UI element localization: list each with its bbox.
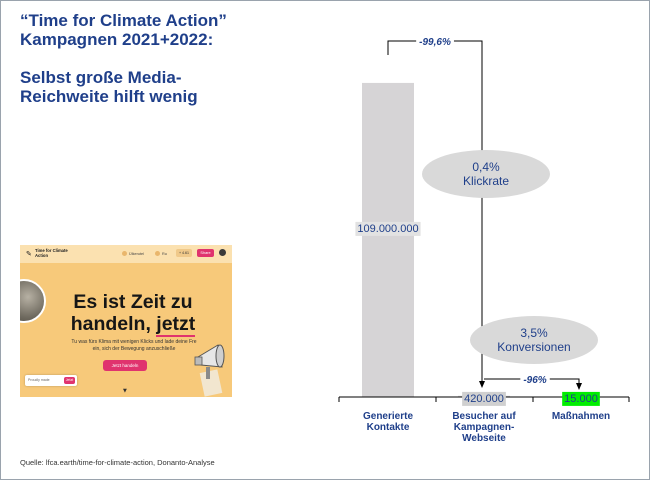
category-label-0-0: Generierte <box>363 411 413 422</box>
website-cta-button: Jetzt handeln <box>103 360 147 371</box>
value-label-1: 420.000 <box>464 393 504 405</box>
slide-title: “Time for Climate Action” Kampagnen 2021… <box>20 11 340 106</box>
subtitle-line-2: Reichweite hilft wenig <box>20 87 198 106</box>
rate-bubble-0 <box>422 150 550 198</box>
value-label-bg-0 <box>355 221 421 236</box>
rate-bubble-text-0-1: Klickrate <box>463 174 509 188</box>
website-headline: Es ist Zeit zu handeln, jetzt <box>48 291 218 337</box>
website-made-badge: Proudly made Jetzt <box>25 375 77 386</box>
category-label-1-2: Webseite <box>462 433 506 444</box>
website-share-button: Share <box>197 249 214 257</box>
value-label-bg-2 <box>562 391 600 406</box>
website-headline-line-1: Es ist Zeit zu <box>73 291 193 313</box>
drop-label-1: -96% <box>523 375 546 386</box>
title-line-1: “Time for Climate Action” <box>20 11 227 30</box>
website-badge-text: Proudly made <box>28 378 50 382</box>
website-subtext-line-2: ein, sich der Bewegung anzuschließe <box>92 346 176 352</box>
website-logo: Time for Climate Action <box>35 248 68 258</box>
rate-bubble-text-1-1: Konversionen <box>497 340 570 354</box>
rate-bubble-text-0-0: 0,4% <box>472 160 500 174</box>
source-note: Quelle: lfca.earth/time-for-climate-acti… <box>20 458 215 467</box>
website-nav-item: Ülkerutel <box>122 251 144 256</box>
category-label-1-1: Kampagnen- <box>454 422 515 433</box>
website-subtext-line-1: Tu was fürs Klima mit wenigen Klicks und… <box>71 339 197 345</box>
website-nav-bar: ✎ Time for Climate Action Ülkerutel Ru +… <box>20 245 232 263</box>
leaf-icon: ✎ <box>26 250 32 258</box>
website-nav-chip: + 4.61 <box>176 249 192 257</box>
category-label-0-1: Kontakte <box>367 422 410 433</box>
rate-bubble-text-1-0: 3,5% <box>520 326 548 340</box>
drop-arrow-1 <box>484 378 582 390</box>
drop-label-bg-0 <box>416 36 454 49</box>
value-label-0: 109.000.000 <box>357 223 418 235</box>
drop-label-0: -99,6% <box>419 37 451 48</box>
chevron-down-icon: ▼ <box>123 388 127 394</box>
value-label-bg-1 <box>462 391 506 406</box>
website-headline-part: handeln, <box>70 313 157 335</box>
rate-bubble-1 <box>470 316 598 364</box>
title-line-2: Kampagnen 2021+2022: <box>20 30 214 49</box>
website-headline-line-2: handeln, jetzt <box>48 313 218 337</box>
website-headline-emphasis: jetzt <box>156 313 196 337</box>
website-avatar-icon <box>219 249 226 256</box>
website-nav-item: Ru <box>155 251 167 256</box>
subtitle-line-1: Selbst große Media- <box>20 68 182 87</box>
megaphone-icon <box>194 344 225 397</box>
campaign-website-screenshot: ✎ Time for Climate Action Ülkerutel Ru +… <box>20 245 232 397</box>
category-label-2-0: Maßnahmen <box>552 411 610 422</box>
website-badge-button: Jetzt <box>64 377 75 384</box>
category-label-1-0: Besucher auf <box>452 411 516 422</box>
website-subtext: Tu was fürs Klima mit wenigen Klicks und… <box>50 339 218 353</box>
bar-0 <box>362 82 414 398</box>
drop-label-bg-1 <box>520 374 550 387</box>
value-label-2: 15.000 <box>564 393 598 405</box>
